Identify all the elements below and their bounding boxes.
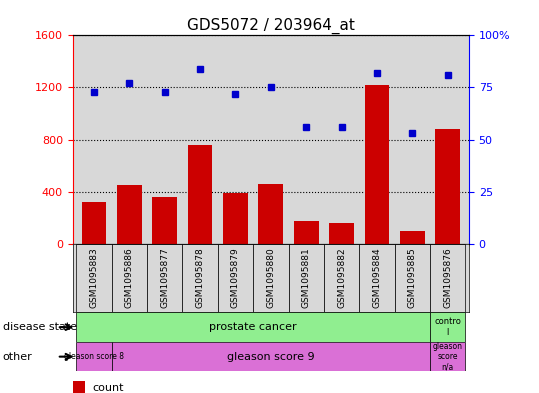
Bar xyxy=(153,197,177,244)
Bar xyxy=(218,244,253,312)
Text: GSM1095886: GSM1095886 xyxy=(125,248,134,309)
Text: GSM1095882: GSM1095882 xyxy=(337,248,346,309)
Bar xyxy=(73,381,85,393)
Bar xyxy=(400,231,425,244)
Bar xyxy=(81,202,106,244)
Bar xyxy=(112,342,430,371)
Text: contro
l: contro l xyxy=(434,318,461,337)
Text: gleason score 9: gleason score 9 xyxy=(227,352,315,362)
Bar xyxy=(223,193,248,244)
Text: prostate cancer: prostate cancer xyxy=(209,322,297,332)
Bar xyxy=(288,244,324,312)
Bar xyxy=(436,129,460,244)
Bar xyxy=(329,224,354,244)
Bar xyxy=(364,85,389,244)
Text: GSM1095879: GSM1095879 xyxy=(231,248,240,309)
Bar xyxy=(77,342,112,371)
Bar xyxy=(253,244,288,312)
Bar xyxy=(294,221,319,244)
Bar xyxy=(77,312,430,342)
Text: count: count xyxy=(93,383,124,393)
Bar xyxy=(430,244,465,312)
Bar xyxy=(188,145,212,244)
Bar xyxy=(117,185,142,244)
Bar xyxy=(430,312,465,342)
Bar xyxy=(147,244,182,312)
Text: GSM1095878: GSM1095878 xyxy=(196,248,205,309)
Text: GSM1095876: GSM1095876 xyxy=(443,248,452,309)
Text: GSM1095880: GSM1095880 xyxy=(266,248,275,309)
Text: disease state: disease state xyxy=(3,322,77,332)
Text: GSM1095883: GSM1095883 xyxy=(89,248,99,309)
Bar xyxy=(395,244,430,312)
Text: gleason
score
n/a: gleason score n/a xyxy=(433,342,462,371)
Text: GSM1095877: GSM1095877 xyxy=(160,248,169,309)
Text: GSM1095881: GSM1095881 xyxy=(302,248,310,309)
Bar xyxy=(259,184,283,244)
Title: GDS5072 / 203964_at: GDS5072 / 203964_at xyxy=(187,18,355,34)
Bar xyxy=(360,244,395,312)
Text: gleason score 8: gleason score 8 xyxy=(64,352,124,361)
Text: GSM1095885: GSM1095885 xyxy=(408,248,417,309)
Bar xyxy=(112,244,147,312)
Bar xyxy=(324,244,360,312)
Bar xyxy=(182,244,218,312)
Bar xyxy=(77,244,112,312)
Text: GSM1095884: GSM1095884 xyxy=(372,248,382,309)
Bar xyxy=(430,342,465,371)
Text: other: other xyxy=(3,352,32,362)
